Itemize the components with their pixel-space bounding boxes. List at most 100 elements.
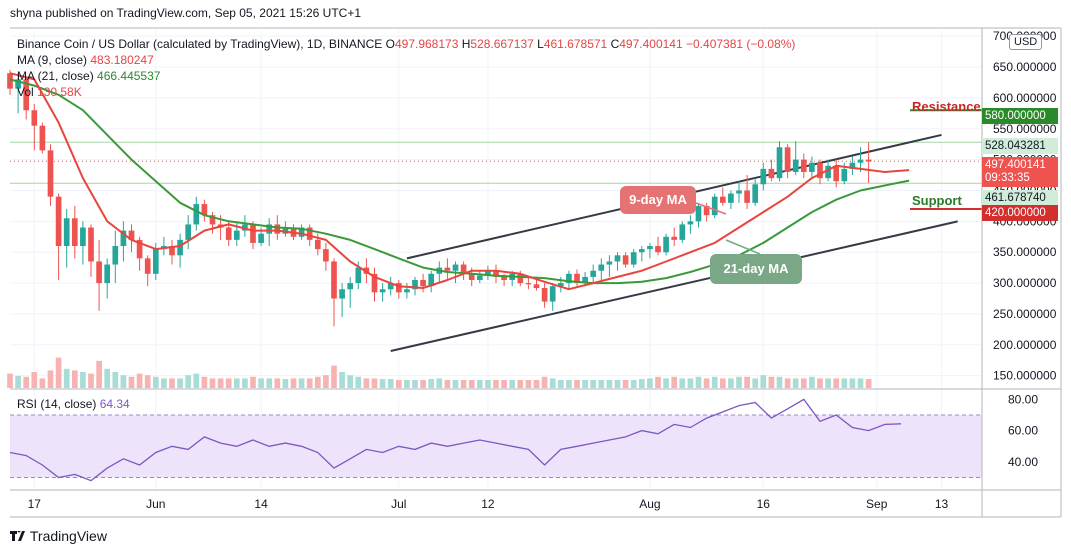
- volume-bar: [395, 380, 402, 388]
- volume-bar: [638, 379, 645, 388]
- volume-bar: [379, 379, 386, 388]
- candle-body: [468, 273, 475, 280]
- volume-bar: [201, 376, 208, 388]
- volume-bar: [136, 373, 143, 388]
- volume-bar: [412, 380, 418, 388]
- high-value: 528.667137: [470, 37, 534, 51]
- volume-bar: [582, 380, 588, 388]
- volume-bar: [371, 378, 378, 388]
- candle-body: [800, 159, 807, 172]
- volume-bar: [574, 380, 580, 388]
- tradingview-logo[interactable]: TradingView: [10, 528, 107, 544]
- volume-bar: [225, 378, 232, 388]
- ma9-line: [9, 72, 910, 291]
- support-price-tag: 420.000000: [982, 205, 1058, 221]
- volume-bar: [817, 378, 823, 388]
- volume-bar: [112, 372, 119, 388]
- candle-body: [23, 79, 30, 111]
- price-tick-label: 350.000000: [993, 245, 1057, 259]
- candle-body: [339, 289, 345, 299]
- volume-bar: [161, 378, 167, 388]
- volume-bar: [857, 378, 864, 388]
- volume-bar: [622, 380, 629, 388]
- currency-button[interactable]: USD: [1009, 34, 1043, 50]
- volume-bar: [15, 375, 21, 388]
- candle-body: [736, 190, 742, 194]
- rsi-value: 64.34: [99, 397, 130, 411]
- volume-bar: [792, 378, 799, 388]
- volume-bar: [274, 378, 281, 388]
- time-tick-label: 16: [757, 497, 771, 511]
- volume-bar: [768, 376, 775, 388]
- volume-bar: [752, 378, 759, 388]
- candle-body: [493, 270, 499, 277]
- rsi-panel: [9, 398, 982, 482]
- volume-bar: [525, 380, 532, 388]
- candle-body: [452, 264, 459, 271]
- candle-body: [541, 288, 548, 302]
- volume-bar: [849, 378, 856, 388]
- candle-body: [266, 224, 273, 234]
- candle-body: [185, 224, 192, 240]
- volume-bar: [865, 379, 872, 388]
- volume-bar: [719, 378, 726, 388]
- tradingview-logo-text: TradingView: [29, 528, 107, 544]
- candle-body: [776, 147, 783, 179]
- symbol-title: Binance Coin / US Dollar (calculated by …: [17, 37, 383, 51]
- volume-bar: [404, 380, 410, 388]
- volume-bar: [468, 380, 475, 388]
- candle-body: [679, 224, 686, 240]
- candle-body: [404, 289, 410, 293]
- candle-body: [80, 227, 86, 247]
- candle-body: [169, 246, 175, 256]
- volume-bar: [193, 373, 200, 388]
- candle-body: [323, 249, 329, 262]
- candle-body: [233, 230, 240, 240]
- candle-body: [120, 230, 127, 247]
- candle-body: [809, 162, 815, 172]
- last-price-value: 497.400141: [985, 159, 1046, 171]
- candle-body: [371, 273, 378, 293]
- legend-row-ma21[interactable]: MA (21, close) 466.445537: [17, 68, 795, 84]
- price-tick-label: 250.000000: [993, 307, 1057, 321]
- volume-bar: [242, 378, 248, 388]
- volume-bar: [363, 378, 370, 388]
- candle-body: [695, 205, 702, 222]
- candle-body: [663, 236, 669, 253]
- candle-body: [144, 258, 151, 274]
- candle-body: [152, 249, 159, 274]
- volume-bar: [557, 380, 564, 388]
- candle-body: [39, 125, 46, 151]
- volume-bar: [233, 378, 240, 388]
- volume-bar: [7, 373, 13, 388]
- candle-body: [557, 283, 564, 287]
- volume-bar: [630, 380, 637, 388]
- candle-body: [517, 273, 524, 284]
- candle-body: [825, 165, 831, 179]
- change-value: −0.407381 (−0.08%): [686, 37, 796, 51]
- high-price-tag: 528.043281: [982, 138, 1058, 154]
- volume-bar: [80, 372, 86, 388]
- volume-bar: [809, 376, 815, 388]
- candle-body: [841, 168, 848, 182]
- rsi-tick-label: 80.00: [1008, 392, 1038, 406]
- candle-body: [760, 168, 767, 185]
- volume-bar: [606, 380, 613, 388]
- candle-body: [96, 261, 102, 284]
- open-value: 497.968173: [394, 37, 459, 51]
- volume-bar: [250, 376, 256, 388]
- volume-bar: [298, 378, 305, 388]
- volume-bar: [96, 360, 102, 388]
- vol-value: 130.58K: [37, 85, 82, 99]
- volume-bar: [47, 370, 54, 388]
- moving-averages: [9, 72, 910, 291]
- volume-bars: [7, 357, 872, 388]
- volume-bar: [517, 380, 524, 388]
- candle-body: [63, 218, 70, 247]
- legend-row-ma9[interactable]: MA (9, close) 483.180247: [17, 52, 795, 68]
- candle-body: [630, 252, 637, 265]
- legend-row-volume[interactable]: Vol 130.58K: [17, 84, 795, 100]
- volume-bar: [63, 368, 70, 388]
- candle-body: [460, 264, 467, 274]
